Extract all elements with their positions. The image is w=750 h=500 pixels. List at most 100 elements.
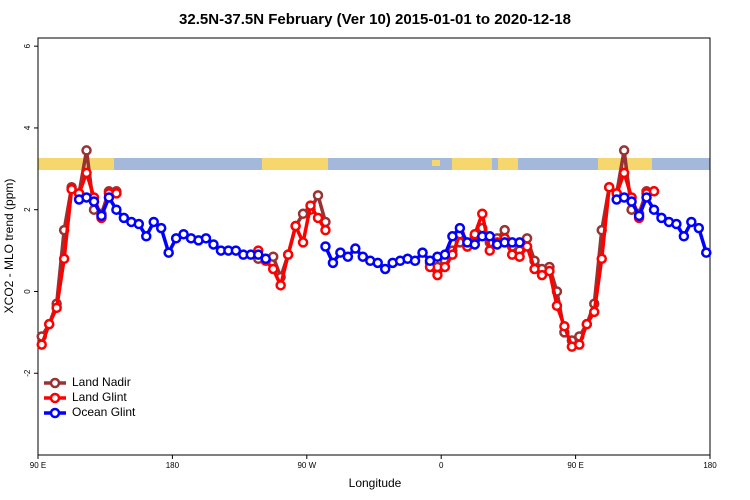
series-point (267, 263, 279, 275)
series-point (66, 184, 77, 195)
x-tick-label: 180 (703, 461, 717, 470)
legend-label: Ocean Glint (72, 405, 136, 419)
series-point (484, 245, 495, 256)
series-point (633, 210, 645, 222)
x-tick-label: 90 W (297, 461, 316, 470)
series-point (230, 245, 242, 256)
series-point (253, 249, 264, 260)
series-point (88, 196, 100, 207)
series-point (350, 243, 361, 254)
series-point (544, 265, 555, 277)
series-point (596, 253, 607, 265)
series-point (432, 269, 443, 281)
series-point (178, 228, 189, 240)
series-point (290, 220, 301, 232)
chart-title: 32.5N-37.5N February (Ver 10) 2015-01-01… (179, 11, 571, 28)
series-point (648, 204, 660, 215)
series-point (678, 231, 690, 242)
series-point (536, 269, 548, 281)
series-point (275, 280, 286, 291)
series-point (701, 247, 712, 258)
series-point (409, 255, 421, 267)
y-tick-label: 2 (23, 207, 32, 212)
series-point (626, 196, 637, 207)
series-point (529, 263, 540, 275)
series-point (439, 249, 451, 260)
x-tick-label: 90 E (567, 461, 583, 470)
series-point (618, 145, 630, 156)
series-point (51, 302, 62, 314)
series-point (81, 192, 92, 203)
legend-label: Land Glint (72, 390, 127, 404)
series-point (499, 224, 510, 236)
series-point (581, 318, 593, 330)
series-point (379, 263, 391, 275)
series-point (514, 237, 525, 248)
series-point (574, 339, 585, 350)
series-point (424, 255, 436, 267)
series-point (36, 339, 47, 350)
series-point (297, 237, 309, 248)
series-point (417, 247, 428, 258)
series-point (618, 167, 630, 179)
series-point (320, 224, 331, 236)
series-point (484, 231, 495, 242)
series-point (686, 216, 697, 228)
series-point (477, 208, 488, 220)
y-tick-label: 4 (23, 125, 32, 130)
legend-marker (49, 392, 61, 404)
series-point (155, 222, 167, 234)
series-point (357, 251, 369, 262)
y-tick-label: 0 (23, 289, 32, 294)
series-point (693, 222, 705, 234)
series-point (141, 231, 152, 242)
series-point (208, 239, 219, 250)
series-point (514, 251, 525, 262)
series-point (81, 145, 92, 156)
y-tick-label: -2 (23, 369, 32, 377)
legend-marker (49, 377, 61, 389)
series-point (327, 257, 339, 269)
series-point (641, 192, 652, 203)
series-point (81, 167, 92, 179)
series-point (469, 239, 481, 250)
series-point (671, 218, 682, 230)
series-point (103, 192, 115, 203)
series-point (320, 241, 331, 252)
series-point (618, 192, 630, 203)
series-line (40, 148, 654, 343)
legend-marker (49, 407, 61, 419)
series-point (335, 247, 346, 258)
series-point (305, 200, 316, 211)
series-point (111, 204, 122, 215)
y-axis-label: XCO2 - MLO trend (ppm) (2, 179, 16, 314)
x-tick-label: 90 E (30, 461, 46, 470)
series-point (96, 210, 107, 222)
series-point (170, 233, 182, 244)
series-point (282, 249, 294, 260)
y-tick-label: 6 (23, 43, 32, 48)
series-point (648, 186, 660, 197)
series-point (342, 251, 354, 262)
series-point (454, 222, 466, 234)
series-point (312, 190, 324, 201)
plot-frame (37, 37, 711, 456)
series-point (372, 257, 383, 269)
series-point (111, 188, 122, 199)
series-point (133, 218, 145, 230)
series-point (521, 241, 533, 252)
series-point (58, 253, 70, 265)
series-point (447, 231, 458, 242)
series-point (312, 212, 324, 224)
series-point (439, 261, 451, 273)
series-point (163, 247, 174, 258)
series-point (603, 181, 615, 193)
series-point (589, 306, 600, 318)
legend-label: Land Nadir (72, 375, 131, 389)
series-point (297, 208, 309, 220)
x-tick-label: 0 (439, 461, 444, 470)
x-axis-label: Longitude (349, 476, 402, 490)
series-point (118, 212, 130, 224)
series-point (148, 216, 159, 228)
